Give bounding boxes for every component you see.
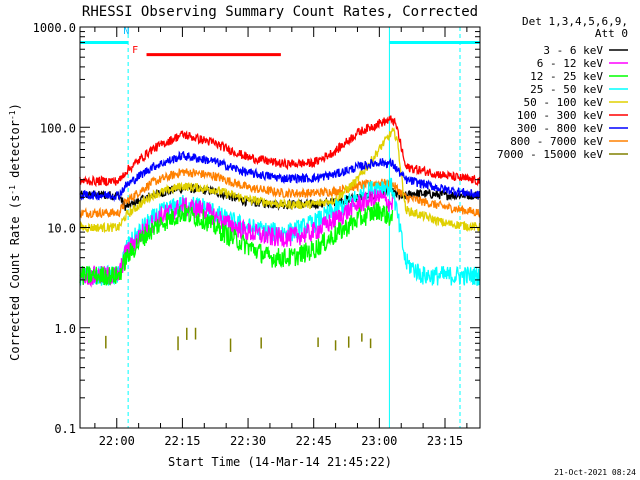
series-7-trace <box>79 150 481 203</box>
legend-label-5: 50 - 100 keV <box>524 96 604 109</box>
y-tick-label: 0.1 <box>54 422 76 436</box>
series-9 <box>105 327 372 352</box>
x-tick-label: 23:00 <box>361 434 397 448</box>
date-stamp: 21-Oct-2021 08:24 <box>554 468 636 477</box>
series-7 <box>79 150 481 203</box>
x-tick-label: 22:30 <box>230 434 266 448</box>
legend-header-line-1: Det 1,3,4,5,6,9, <box>522 15 628 28</box>
y-tick-label: 10.0 <box>47 222 76 236</box>
x-tick-label: 23:15 <box>427 434 463 448</box>
x-tick-label: 22:45 <box>296 434 332 448</box>
y-tick-label: 100.0 <box>40 121 76 135</box>
chart-title: RHESSI Observing Summary Count Rates, Co… <box>82 4 478 20</box>
legend-label-7: 300 - 800 keV <box>517 122 603 135</box>
series-6-trace <box>79 115 481 188</box>
flag-label-night: N <box>123 26 129 37</box>
legend-label-3: 12 - 25 keV <box>530 70 603 83</box>
flag-label-flare: F <box>132 45 138 56</box>
series-5 <box>79 127 481 234</box>
x-axis-label: Start Time (14-Mar-14 21:45:22) <box>168 455 392 469</box>
plot-area: NF <box>79 26 481 428</box>
series-5-trace <box>79 127 481 234</box>
series-6 <box>79 115 481 188</box>
series-2-trace <box>79 189 394 288</box>
legend-label-9: 7000 - 15000 keV <box>497 148 603 161</box>
axes: 1000.0 100.0 10.0 1.0 0.1 22:00 22:15 22:30 22:4… <box>33 21 481 448</box>
series-3-trace <box>79 201 394 286</box>
x-tick-label: 22:15 <box>164 434 200 448</box>
series-2 <box>79 189 394 288</box>
x-tick-label: 22:00 <box>99 434 135 448</box>
legend-label-4: 25 - 50 keV <box>530 83 603 96</box>
legend-label-1: 3 - 6 keV <box>543 44 603 57</box>
y-axis-label: Corrected Count Rate (s-1 detector-1) <box>8 103 23 361</box>
series-3 <box>79 201 394 286</box>
legend-header-line-2: Att 0 <box>595 27 628 40</box>
series-8-trace <box>79 168 481 219</box>
y-tick-label: 1.0 <box>54 322 76 336</box>
legend-label-8: 800 - 7000 keV <box>510 135 603 148</box>
y-tick-label: 1000.0 <box>33 21 76 35</box>
series-8 <box>79 168 481 219</box>
legend-label-6: 100 - 300 keV <box>517 109 603 122</box>
legend-label-2: 6 - 12 keV <box>537 57 604 70</box>
